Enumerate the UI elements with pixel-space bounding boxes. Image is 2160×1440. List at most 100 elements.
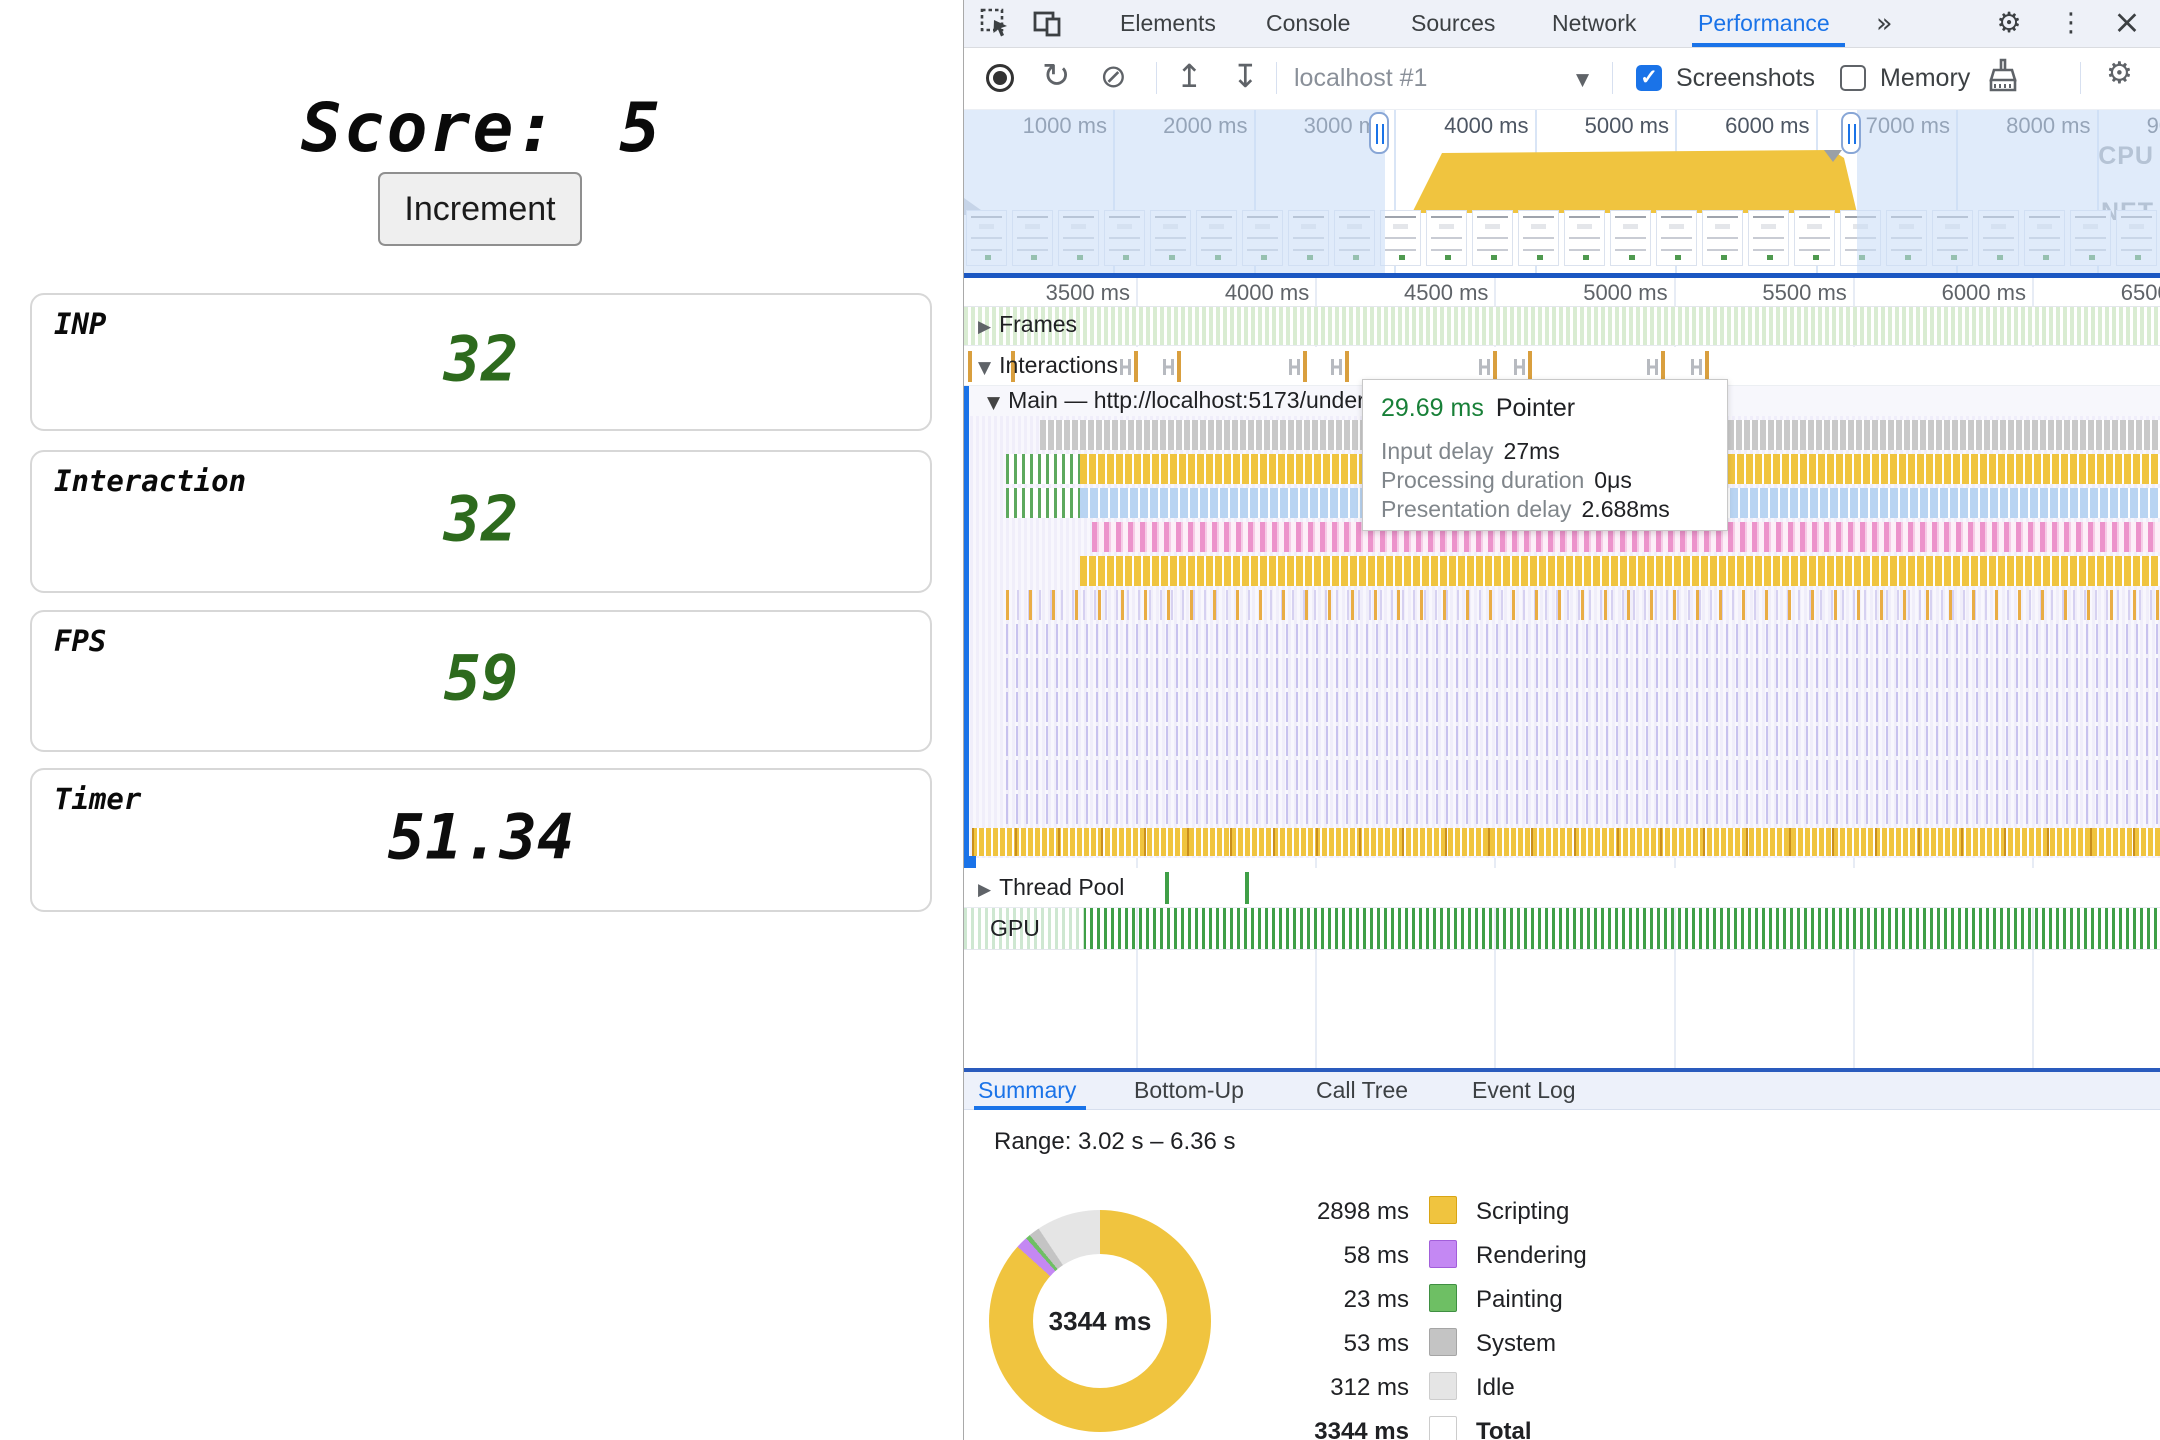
device-toolbar-icon[interactable] <box>1030 8 1064 40</box>
screenshot-thumbnail[interactable] <box>1794 210 1835 266</box>
reload-and-record-icon[interactable]: ↻ <box>1042 56 1071 96</box>
interaction-whisker[interactable] <box>1289 359 1301 375</box>
increment-button[interactable]: Increment <box>378 172 582 246</box>
tab-summary[interactable]: Summary <box>978 1077 1077 1103</box>
more-tabs-icon[interactable]: » <box>1876 8 1893 39</box>
interaction-marker[interactable] <box>1705 351 1710 382</box>
tooltip-row: Processing duration 0μs <box>1381 467 1632 493</box>
record-button[interactable] <box>986 64 1014 92</box>
clear-recording-icon[interactable]: ⊘ <box>1100 57 1127 95</box>
memory-checkbox[interactable] <box>1840 65 1866 91</box>
legend-value: 312 ms <box>1330 1374 1409 1401</box>
screenshots-checkbox[interactable]: ✓ <box>1636 65 1662 91</box>
flame-row-sparse[interactable] <box>1006 692 2160 722</box>
flame-row-sparse[interactable] <box>1006 760 2160 790</box>
interaction-marker[interactable] <box>967 351 972 382</box>
tab-event-log[interactable]: Event Log <box>1472 1077 1576 1103</box>
interaction-marker[interactable] <box>1661 351 1666 382</box>
memory-label[interactable]: Memory <box>1880 64 1971 92</box>
flame-row-sparse[interactable] <box>1006 794 2160 824</box>
interaction-marker[interactable] <box>1303 351 1308 382</box>
garbage-collect-icon[interactable] <box>1986 58 2020 101</box>
interaction-whisker[interactable] <box>1119 359 1131 375</box>
screenshot-thumbnail[interactable] <box>1380 210 1421 266</box>
screenshot-thumbnail[interactable] <box>1610 210 1651 266</box>
timeline-tracks[interactable]: 3500 ms 4000 ms 4500 ms 5000 ms 5500 ms 6000 … <box>964 278 2160 1068</box>
flame-row-sparse[interactable] <box>1006 726 2160 756</box>
interaction-marker[interactable] <box>1010 351 1015 382</box>
screenshot-thumbnail[interactable] <box>1748 210 1789 266</box>
settings-gear-icon[interactable]: ⚙ <box>1996 6 2022 39</box>
interaction-marker[interactable] <box>1133 351 1138 382</box>
screenshots-label[interactable]: Screenshots <box>1676 64 1815 92</box>
interaction-tooltip: 29.69 ms Pointer Input delay 27ms Processi… <box>1362 379 1728 531</box>
main-track-label[interactable]: ▼ Main — http://localhost:5173/unders <box>987 387 1377 413</box>
tab-bottom-up[interactable]: Bottom-Up <box>1134 1077 1244 1103</box>
card-inp: INP 32 <box>30 293 932 431</box>
flame-row-bottom-scripting[interactable] <box>972 828 2160 856</box>
tooltip-row: Presentation delay 2.688ms <box>1381 496 1670 522</box>
flame-row-sparse[interactable] <box>1006 658 2160 688</box>
overview-tick-label: 4000 ms <box>1444 113 1529 138</box>
legend-label: Total <box>1476 1418 1532 1440</box>
legend-swatch <box>1429 1416 1457 1440</box>
tab-performance[interactable]: Performance <box>1698 10 1830 36</box>
screenshot-thumbnail[interactable] <box>1656 210 1697 266</box>
chevron-down-icon[interactable]: ▼ <box>1576 70 1590 90</box>
inspect-element-icon[interactable] <box>978 8 1012 40</box>
donut-total-label: 3344 ms <box>1033 1254 1167 1388</box>
interaction-whisker[interactable] <box>1478 359 1490 375</box>
ruler-tick-label: 4000 ms <box>1224 280 1310 305</box>
ruler-tick-label: 3500 ms <box>1045 280 1131 305</box>
flame-row-sparse[interactable] <box>1006 624 2160 654</box>
interactions-track-label[interactable]: ▼ Interactions <box>978 352 1118 378</box>
toolbar-divider <box>1612 62 1613 94</box>
gpu-track-label[interactable]: GPU <box>990 915 1040 941</box>
close-devtools-icon[interactable]: × <box>2113 2 2141 41</box>
thread-pool-track[interactable] <box>964 868 2160 908</box>
demo-page: Score: 5 Increment INP 32 Interaction 32… <box>0 0 963 1440</box>
screenshot-thumbnail[interactable] <box>1518 210 1559 266</box>
screenshot-thumbnail[interactable] <box>1702 210 1743 266</box>
window-left-handle[interactable] <box>1369 112 1389 154</box>
download-profile-icon[interactable]: ↧ <box>1232 57 1259 95</box>
interaction-whisker[interactable] <box>1162 359 1174 375</box>
summary-panel: Range: 3.02 s – 6.36 s 3344 ms 2898 ms Sc… <box>964 1110 2160 1440</box>
interaction-marker[interactable] <box>1492 351 1497 382</box>
thread-pool-activity[interactable] <box>1245 872 1250 904</box>
screenshot-thumbnail[interactable] <box>1564 210 1605 266</box>
interaction-whisker[interactable] <box>1691 359 1703 375</box>
interaction-marker[interactable] <box>1176 351 1181 382</box>
capture-settings-gear-icon[interactable]: ⚙ <box>2106 56 2133 91</box>
tab-network[interactable]: Network <box>1552 10 1637 36</box>
active-tab-underline <box>1692 43 1845 47</box>
target-select[interactable]: localhost #1 <box>1294 64 1428 92</box>
toolbar-divider <box>1156 62 1157 94</box>
tab-console[interactable]: Console <box>1266 10 1351 36</box>
screenshot-thumbnail[interactable] <box>1426 210 1467 266</box>
kebab-menu-icon[interactable]: ⋮ <box>2058 8 2084 38</box>
thread-pool-track-label[interactable]: ▶ Thread Pool <box>978 874 1125 900</box>
tab-elements[interactable]: Elements <box>1120 10 1216 36</box>
upload-profile-icon[interactable]: ↥ <box>1176 57 1203 95</box>
interaction-marker[interactable] <box>1344 351 1349 382</box>
window-right-handle[interactable] <box>1841 112 1861 154</box>
tooltip-event-name: Pointer <box>1495 394 1576 422</box>
interaction-whisker[interactable] <box>1330 359 1342 375</box>
interaction-whisker[interactable] <box>1647 359 1659 375</box>
tab-sources[interactable]: Sources <box>1411 10 1496 36</box>
gpu-track[interactable] <box>964 908 2160 950</box>
frames-track-label[interactable]: ▶ Frames <box>978 311 1078 337</box>
ruler-tick-label: 5000 ms <box>1583 280 1668 305</box>
card-fps-value: 59 <box>443 641 519 715</box>
tab-call-tree[interactable]: Call Tree <box>1316 1077 1409 1103</box>
thread-pool-activity[interactable] <box>1164 872 1169 904</box>
flame-row-sparse-orange[interactable] <box>1006 590 2160 620</box>
flame-row-scripting2[interactable] <box>1080 556 2160 586</box>
interaction-whisker[interactable] <box>1514 359 1526 375</box>
screenshot-thumbnail[interactable] <box>1472 210 1513 266</box>
interaction-marker[interactable] <box>1528 351 1533 382</box>
legend-value: 3344 ms <box>1314 1418 1409 1440</box>
frames-track[interactable] <box>964 307 2160 346</box>
